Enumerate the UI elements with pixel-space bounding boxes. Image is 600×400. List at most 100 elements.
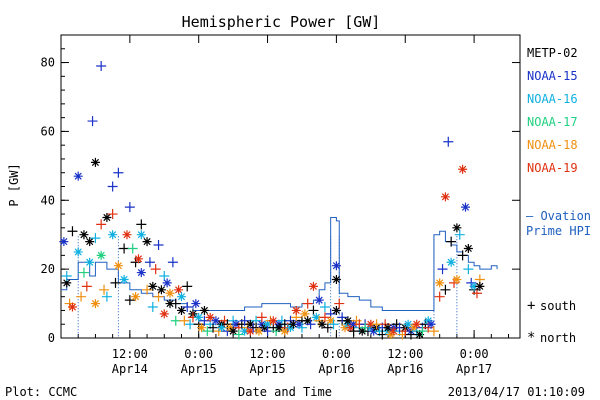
plot-area: 02040608012:00Apr140:00Apr1512:00Apr150:…	[41, 34, 521, 376]
footer-plot-credit: Plot: CCMC	[5, 385, 77, 399]
north-marker	[331, 305, 341, 315]
x-tick-time-label: 0:00	[322, 347, 351, 361]
north-marker	[369, 326, 379, 336]
south-marker	[463, 264, 474, 275]
north-marker	[446, 257, 456, 267]
north-marker	[366, 319, 376, 329]
x-tick-date-label: Apr15	[181, 362, 217, 376]
north-marker	[288, 319, 298, 329]
north-marker	[317, 319, 327, 329]
south-marker	[443, 136, 454, 147]
south-marker	[337, 312, 348, 323]
north-marker	[73, 247, 83, 257]
north-marker	[343, 316, 353, 326]
south-marker	[119, 243, 130, 254]
south-marker	[319, 302, 330, 313]
north-marker	[96, 250, 106, 260]
south-marker	[110, 277, 121, 288]
south-marker	[405, 329, 416, 340]
north-marker	[205, 312, 215, 322]
south-marker	[170, 315, 181, 326]
x-tick-date-label: Apr16	[387, 362, 423, 376]
south-marker	[440, 284, 451, 295]
south-marker	[371, 319, 382, 330]
north-marker	[303, 316, 313, 326]
north-marker	[403, 319, 413, 329]
north-marker	[176, 292, 186, 302]
north-marker	[131, 292, 141, 302]
north-marker	[294, 319, 304, 329]
north-marker	[102, 212, 112, 222]
legend-series-metp-02: METP-02	[527, 46, 578, 60]
south-marker	[233, 329, 244, 340]
north-marker	[148, 281, 158, 291]
south-marker	[61, 271, 72, 282]
legend-series-noaa-18: NOAA-18	[527, 138, 578, 152]
south-marker	[179, 315, 190, 326]
north-marker	[383, 323, 393, 333]
south-marker	[296, 322, 307, 333]
north-marker	[311, 312, 321, 322]
south-marker	[308, 305, 319, 316]
north-marker	[423, 316, 433, 326]
north-marker	[113, 261, 123, 271]
north-marker	[475, 281, 485, 291]
north-marker	[331, 274, 341, 284]
south-marker	[239, 315, 250, 326]
y-tick-label: 80	[41, 56, 55, 70]
north-marker	[263, 319, 273, 329]
south-marker	[185, 319, 196, 330]
south-marker	[262, 326, 273, 337]
south-marker	[471, 288, 482, 299]
north-marker	[231, 319, 241, 329]
south-marker	[256, 312, 267, 323]
north-marker	[162, 278, 172, 288]
south-marker	[454, 229, 465, 240]
south-marker	[170, 298, 181, 309]
north-marker	[133, 254, 143, 264]
north-marker	[59, 237, 69, 247]
south-marker	[90, 233, 101, 244]
south-marker	[76, 291, 87, 302]
south-marker	[417, 326, 428, 337]
north-marker	[211, 316, 221, 326]
north-marker	[274, 323, 284, 333]
north-marker	[62, 278, 72, 288]
south-marker	[437, 264, 448, 275]
south-marker	[428, 326, 439, 337]
south-marker	[159, 271, 170, 282]
north-marker	[257, 319, 267, 329]
south-marker	[202, 326, 213, 337]
x-axis-label: Date and Time	[238, 385, 332, 399]
south-marker	[182, 302, 193, 313]
south-marker	[124, 202, 135, 213]
south-marker	[434, 291, 445, 302]
north-marker	[67, 302, 77, 312]
north-marker	[268, 316, 278, 326]
north-marker	[191, 299, 201, 309]
north-marker	[176, 305, 186, 315]
legend-ovation: — Ovation	[526, 209, 591, 223]
x-tick-time-label: 0:00	[460, 347, 489, 361]
south-marker	[124, 295, 135, 306]
south-marker	[348, 326, 359, 337]
north-marker	[412, 319, 422, 329]
legend-series-noaa-19: NOAA-19	[527, 161, 578, 175]
north-marker	[452, 274, 462, 284]
south-marker	[377, 329, 388, 340]
x-tick-time-label: 0:00	[184, 347, 213, 361]
north-marker	[326, 316, 336, 326]
north-marker	[159, 309, 169, 319]
north-marker	[142, 237, 152, 247]
north-marker	[452, 223, 462, 233]
north-marker	[357, 326, 367, 336]
legend-marker-south: south	[540, 299, 576, 313]
south-marker	[99, 284, 110, 295]
south-marker	[101, 291, 112, 302]
y-axis-label: P [GW]	[7, 163, 21, 206]
x-tick-time-label: 12:00	[387, 347, 423, 361]
north-marker	[79, 230, 89, 240]
south-marker	[107, 209, 118, 220]
south-marker	[208, 322, 219, 333]
south-marker	[153, 240, 164, 251]
